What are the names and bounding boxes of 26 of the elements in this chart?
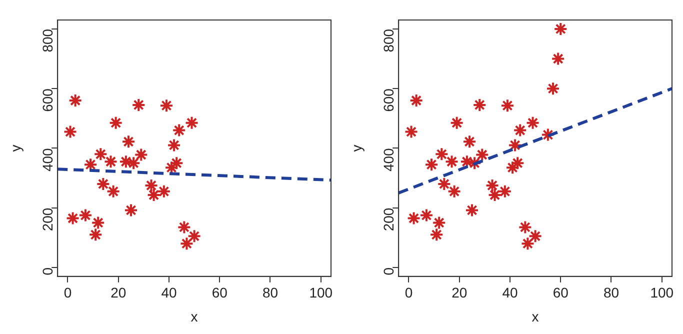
x-axis-title: x (532, 308, 539, 324)
x-tick-label: 80 (603, 284, 620, 301)
y-tick-label: 200 (380, 208, 396, 232)
x-tick-label: 0 (404, 284, 413, 301)
y-tick-label: 0 (380, 267, 396, 276)
y-tick-label: 200 (39, 208, 56, 232)
x-tick-label: 20 (452, 284, 468, 301)
x-tick-label: 40 (161, 284, 177, 301)
y-axis-title: y (348, 144, 364, 152)
x-tick-label: 20 (110, 284, 126, 301)
y-axis-title: y (7, 144, 24, 152)
x-tick-label: 100 (650, 284, 674, 301)
x-tick-label: 40 (502, 284, 518, 301)
x-tick-label: 60 (212, 284, 228, 301)
y-tick-label: 400 (380, 148, 396, 172)
x-tick-label: 60 (552, 284, 569, 301)
x-tick-label: 80 (262, 284, 278, 301)
y-tick-label: 600 (380, 88, 396, 112)
y-tick-label: 0 (39, 267, 56, 276)
x-tick-label: 0 (64, 284, 72, 301)
y-tick-label: 600 (39, 88, 56, 112)
y-tick-label: 800 (39, 28, 56, 52)
y-tick-label: 800 (380, 28, 396, 52)
x-axis-title: x (190, 308, 198, 324)
x-tick-label: 100 (309, 284, 333, 301)
y-tick-label: 400 (39, 148, 56, 172)
